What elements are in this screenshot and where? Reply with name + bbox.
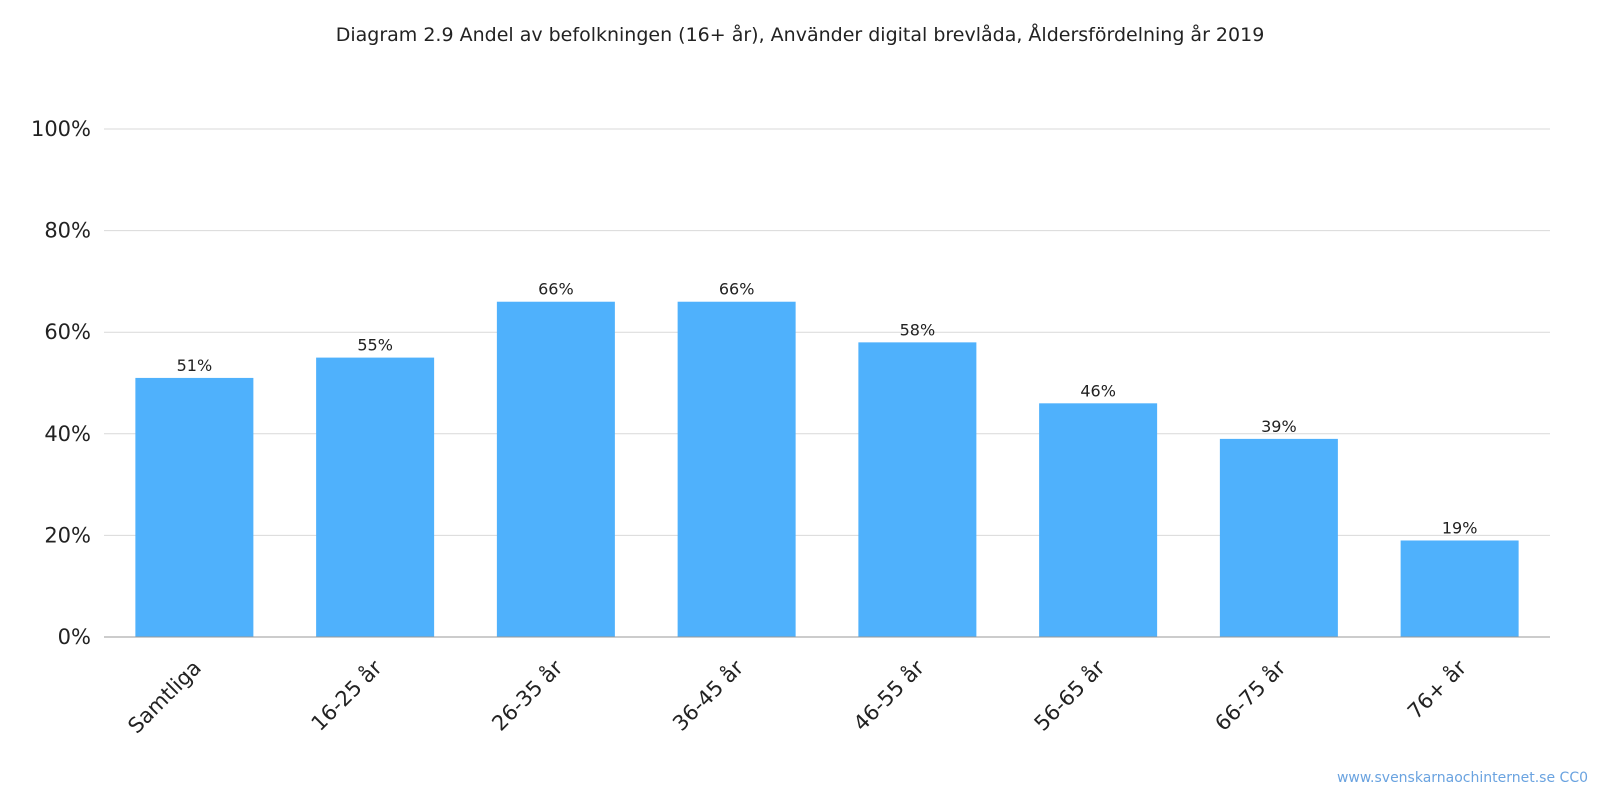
bar — [316, 357, 435, 637]
data-label: 51% — [177, 356, 213, 375]
bar — [496, 301, 615, 637]
data-label: 66% — [719, 280, 755, 299]
chart-title: Diagram 2.9 Andel av befolkningen (16+ å… — [336, 23, 1265, 46]
bars — [135, 301, 1519, 637]
credit-text: www.svenskarnaochinternet.se CC0 — [1337, 770, 1588, 786]
y-tick-label: 20% — [44, 523, 91, 547]
x-tick-label: 26-35 år — [487, 655, 568, 736]
y-tick-label: 80% — [44, 219, 91, 243]
x-tick-label: Samtliga — [123, 656, 206, 739]
data-label: 58% — [900, 320, 936, 339]
y-tick-label: 60% — [44, 320, 91, 344]
bar — [135, 377, 254, 637]
x-axis-ticks: Samtliga 16-25 år 26-35 år 36-45 år 46-55 år… — [123, 655, 1471, 739]
bar — [1400, 540, 1519, 637]
data-label: 55% — [357, 336, 393, 355]
x-tick-label: 56-65 år — [1029, 655, 1110, 736]
bar — [1039, 403, 1158, 637]
data-label: 46% — [1080, 381, 1116, 400]
x-tick-label: 76+ år — [1402, 655, 1471, 724]
y-axis-ticks: 0% 20% 40% 60% 80% 100% — [31, 117, 91, 649]
bar — [677, 301, 796, 637]
data-label: 19% — [1442, 518, 1478, 537]
x-tick-label: 66-75 år — [1210, 655, 1291, 736]
data-label: 39% — [1261, 417, 1297, 436]
x-tick-label: 16-25 år — [306, 655, 387, 736]
x-tick-label: 46-55 år — [848, 655, 929, 736]
y-tick-label: 100% — [31, 117, 91, 141]
bar — [858, 342, 977, 637]
data-labels: 51% 55% 66% 66% 58% 46% 39% 19% — [177, 280, 1478, 538]
y-tick-label: 40% — [44, 422, 91, 446]
bar — [1219, 438, 1338, 637]
x-tick-label: 36-45 år — [667, 655, 748, 736]
y-tick-label: 0% — [58, 625, 91, 649]
data-label: 66% — [538, 280, 574, 299]
